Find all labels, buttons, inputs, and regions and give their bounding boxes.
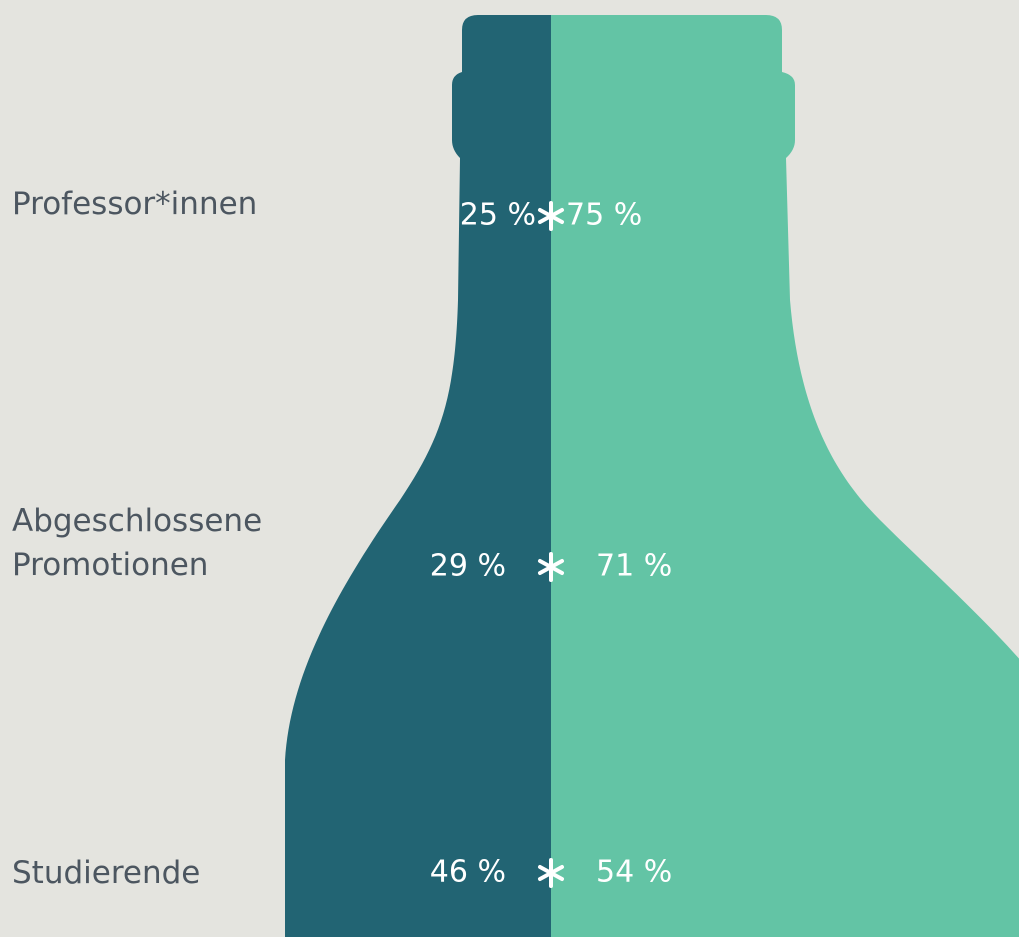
value-label: 46 % — [430, 855, 506, 890]
category-label: Abgeschlossene Promotionen — [12, 499, 277, 587]
value-label: 29 % — [430, 549, 506, 584]
infographic: 25 % 75 % 29 % 71 % 46 % 54 % Professor*innen… — [0, 0, 1019, 937]
value-label: 71 % — [596, 549, 672, 584]
category-label: Studierende — [12, 851, 277, 895]
value-label: 75 % — [566, 198, 642, 233]
value-label: 25 % — [460, 198, 536, 233]
value-label: 54 % — [596, 855, 672, 890]
bottle-left — [0, 0, 551, 937]
category-label: Professor*innen — [12, 182, 277, 226]
bottle — [0, 0, 1019, 937]
chart: 25 % 75 % 29 % 71 % 46 % 54 % — [0, 0, 1019, 937]
bottle-right — [551, 0, 1019, 937]
